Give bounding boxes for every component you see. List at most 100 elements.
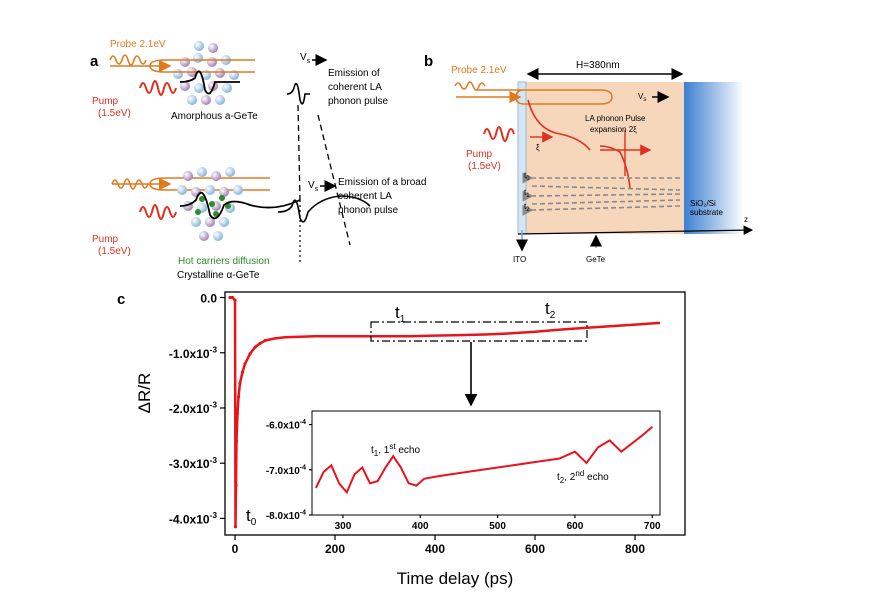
gete-label: GeTe xyxy=(586,255,606,264)
data-point xyxy=(230,295,235,300)
t1-label-b: t1 xyxy=(524,188,530,199)
y-tick-label: -1.0x10-3 xyxy=(169,344,217,360)
main-x-axis-title: Time delay (ps) xyxy=(397,569,514,588)
data-point xyxy=(253,345,257,349)
thickness-label: H=380nm xyxy=(576,60,620,71)
t0-label-b: t0 xyxy=(524,171,530,182)
inset-annotation-1: t1, 1st echo xyxy=(371,442,420,458)
svg-text:Emission of a broad: Emission of a broad xyxy=(338,177,426,188)
probe-label-b: Probe 2.1eV xyxy=(451,65,507,76)
svg-text:expansion 2ξ: expansion 2ξ xyxy=(590,125,637,134)
svg-text:phonon pulse: phonon pulse xyxy=(328,96,388,107)
inset-x-ticks: 300 400 500 600 700 xyxy=(335,515,661,532)
panel-a-letter: a xyxy=(90,53,99,70)
svg-text:SiO₂/Si: SiO₂/Si xyxy=(690,199,716,208)
data-point xyxy=(236,395,241,399)
pump-label-a-top: Pump xyxy=(92,96,119,107)
inset-y-ticks: -6.0x10-4 -7.0x10-4 -8.0x10-4 xyxy=(266,419,312,522)
data-point xyxy=(233,298,237,302)
z-axis-label: z xyxy=(744,215,748,224)
data-point xyxy=(234,483,238,487)
probe-label-a: Probe 2.1eV xyxy=(110,39,166,50)
svg-text:Emission of: Emission of xyxy=(328,68,380,79)
velocity-label-bottom: Vs xyxy=(308,180,319,193)
y-tick-label: 0.0 xyxy=(200,292,217,306)
inset-annotation-2: t2, 2nd echo xyxy=(557,469,609,485)
x-tick-label: 500 xyxy=(489,521,506,532)
inset-plot-frame xyxy=(311,410,661,516)
data-point xyxy=(228,295,232,300)
hot-carriers-label: Hot carriers diffusion xyxy=(178,256,270,267)
x-tick-label: 300 xyxy=(335,521,352,532)
pump-energy-a-top: (1.5eV) xyxy=(98,108,131,119)
pump-energy-b: (1.5eV) xyxy=(468,161,501,172)
atom-cluster-amorphous xyxy=(173,41,239,105)
xi-label: ξ xyxy=(536,143,540,152)
crystalline-label: Crystalline α-GeTe xyxy=(177,270,260,281)
emission-text-bottom: Emission of a broad coherent LA phonon p… xyxy=(338,177,426,216)
svg-text:coherent LA: coherent LA xyxy=(338,191,392,202)
z-axis xyxy=(517,225,754,235)
data-point xyxy=(238,381,242,385)
substrate-layer xyxy=(684,82,744,234)
t2-label-c: t2 xyxy=(545,299,556,321)
echo-zoom-box xyxy=(370,321,588,342)
probe-wave-b xyxy=(454,81,486,91)
panel-b: b H=380nm Probe 2.1eV Pump (1.5eV) ξ LA … xyxy=(424,53,754,264)
y-tick-label: -8.0x10-4 xyxy=(266,510,306,523)
data-point xyxy=(243,362,247,366)
y-tick-label: -2.0x10-3 xyxy=(169,400,217,416)
strain-pulse-bottom xyxy=(179,191,301,220)
t1-label-c: t1 xyxy=(395,303,406,325)
svg-text:coherent LA: coherent LA xyxy=(328,82,382,93)
guide-dashed-left xyxy=(297,104,301,201)
main-series-line xyxy=(230,296,661,527)
emitted-pulse-top xyxy=(286,82,310,105)
data-point xyxy=(263,339,267,343)
data-point xyxy=(234,439,239,443)
svg-text:phonon pulse: phonon pulse xyxy=(338,205,398,216)
x-tick-label: 400 xyxy=(412,521,429,532)
data-point xyxy=(240,370,245,374)
ito-label: ITO xyxy=(513,255,526,264)
gete-layer xyxy=(520,82,684,234)
main-y-axis-title: ΔR/R xyxy=(135,373,154,414)
data-point xyxy=(258,341,262,345)
probe-wave-top xyxy=(109,54,147,66)
x-tick-label: 800 xyxy=(625,542,645,556)
ito-layer xyxy=(517,81,527,235)
x-tick-label: 600 xyxy=(525,542,545,556)
panel-c: c 0 200 400 600 800 0.0 -1.0x10-3 -2.0x10-3 -3.… xyxy=(117,291,686,588)
data-point xyxy=(235,411,240,416)
x-tick-label: 600 xyxy=(567,521,584,532)
y-tick-label: -7.0x10-4 xyxy=(266,464,306,477)
x-tick-label: 0 xyxy=(232,542,239,556)
t0-label-c: t0 xyxy=(246,506,257,528)
panel-b-letter: b xyxy=(424,53,433,70)
pump-label-a-bottom: Pump xyxy=(92,234,119,245)
pump-wave-bottom xyxy=(139,204,177,220)
inset-series-line xyxy=(314,426,653,495)
pump-wave-b xyxy=(483,126,515,142)
strain-curve-b xyxy=(527,99,631,189)
data-point xyxy=(233,525,238,529)
strain-pulse-top xyxy=(179,70,240,95)
velocity-label-b: Vs xyxy=(638,92,646,103)
main-x-ticks: 0 200 400 600 800 xyxy=(232,535,645,556)
velocity-label-top: Vs xyxy=(300,52,311,65)
main-y-ticks: 0.0 -1.0x10-3 -2.0x10-3 -3.0x10-3 -4.0x10-3 xyxy=(169,292,225,526)
pump-label-b: Pump xyxy=(466,149,493,160)
x-tick-label: 200 xyxy=(325,542,345,556)
atom-cluster-crystalline xyxy=(177,167,243,241)
svg-text:LA phonon Pulse: LA phonon Pulse xyxy=(585,114,646,123)
y-tick-label: -6.0x10-4 xyxy=(266,419,306,432)
pump-wave-top xyxy=(139,80,177,96)
svg-text:substrate: substrate xyxy=(690,208,723,217)
main-series-points xyxy=(228,295,267,529)
t2-label-b: t2 xyxy=(524,202,530,213)
emission-text-top: Emission of coherent LA phonon pulse xyxy=(328,68,388,107)
x-tick-label: 700 xyxy=(644,521,661,532)
y-tick-label: -3.0x10-3 xyxy=(169,455,217,471)
data-point xyxy=(248,352,252,356)
